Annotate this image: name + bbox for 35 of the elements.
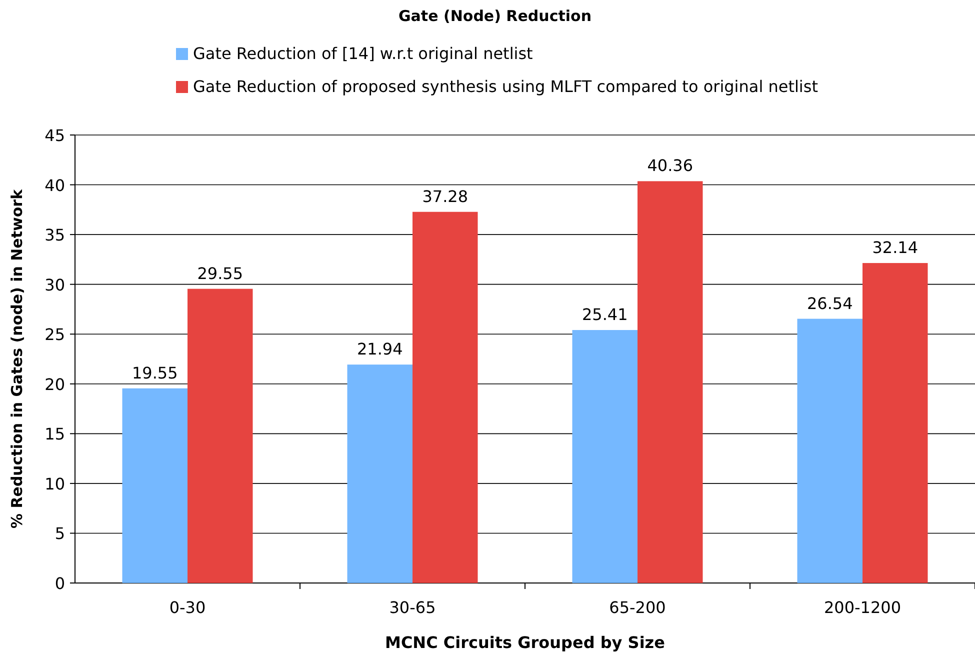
data-label: 26.54 xyxy=(806,294,853,313)
y-tick-label: 5 xyxy=(54,524,65,544)
x-tick-label: 0-30 xyxy=(169,598,206,617)
bar xyxy=(638,181,703,583)
chart-title: Gate (Node) Reduction xyxy=(398,7,592,25)
y-axis-title: % Reduction in Gates (node) in Network xyxy=(8,188,26,529)
bar xyxy=(797,318,862,583)
data-label: 25.41 xyxy=(582,305,628,324)
bar xyxy=(122,388,188,583)
bar xyxy=(862,263,928,583)
data-label: 21.94 xyxy=(356,340,403,359)
y-tick-label: 15 xyxy=(44,424,65,444)
data-label: 32.14 xyxy=(872,238,918,258)
y-tick-label: 35 xyxy=(44,226,65,245)
legend-label: Gate Reduction of [14] w.r.t original netlist xyxy=(193,44,533,63)
y-tick-label: 0 xyxy=(54,574,65,593)
x-axis-title: MCNC Circuits Grouped by Size xyxy=(385,633,666,652)
data-label: 37.28 xyxy=(422,186,468,206)
legend-label: Gate Reduction of proposed synthesis using MLFT compared to original netlist xyxy=(193,77,818,96)
bar xyxy=(412,212,478,583)
y-tick-label: 25 xyxy=(44,325,65,344)
y-tick-label: 45 xyxy=(44,126,65,145)
bar xyxy=(188,288,253,583)
data-label: 29.55 xyxy=(197,264,244,283)
y-tick-label: 30 xyxy=(44,275,65,294)
data-label: 19.55 xyxy=(132,363,178,382)
y-tick-label: 20 xyxy=(44,374,65,394)
x-tick-label: 30-65 xyxy=(389,598,436,617)
bar xyxy=(572,330,638,583)
x-tick-label: 200-1200 xyxy=(824,598,902,617)
y-tick-label: 40 xyxy=(44,176,65,195)
x-tick-label: 65-200 xyxy=(609,598,666,617)
data-label: 40.36 xyxy=(647,156,694,176)
y-tick-label: 10 xyxy=(44,474,65,494)
bar xyxy=(347,364,412,583)
